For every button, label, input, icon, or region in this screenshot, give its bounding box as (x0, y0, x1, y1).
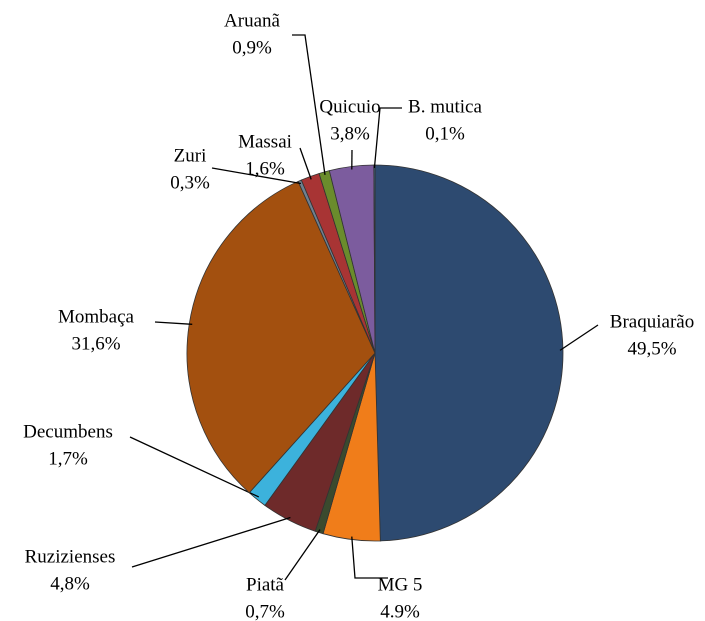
leader-line (154, 321, 193, 325)
leader-line (131, 516, 291, 568)
leader-line (129, 436, 260, 498)
slice-value-label: 1,6% (245, 158, 285, 179)
leader-line (559, 324, 599, 351)
slice-value-label: 1,7% (48, 448, 88, 469)
leader-line (211, 167, 302, 185)
leader-line (351, 536, 388, 579)
slice-label: Quicuio (319, 96, 380, 117)
slice-value-label: 49,5% (627, 338, 676, 359)
slice-value-label: 3,8% (330, 123, 370, 144)
slice-value-label: 0,1% (425, 123, 465, 144)
slice-value-label: 0,3% (170, 172, 210, 193)
slice-value-label: 31,6% (71, 333, 120, 354)
slice-label: Massai (238, 131, 292, 152)
slice-label: Mombaça (58, 306, 135, 327)
slice-label: Zuri (174, 145, 207, 166)
slice-value-label: 0,7% (245, 601, 285, 621)
slice-label: MG 5 (378, 574, 423, 595)
slice-value-label: 0,9% (232, 37, 272, 58)
leader-line (292, 34, 326, 175)
slice-label: Aruanã (224, 10, 280, 31)
slice-label: Braquiarão (610, 311, 694, 332)
slice-label: Piatã (246, 574, 285, 595)
pie-slice (374, 164, 564, 542)
slice-label: Ruzizienses (25, 546, 116, 567)
leader-line (373, 107, 402, 169)
leader-line (284, 529, 321, 581)
slice-value-label: 4,8% (50, 573, 90, 594)
slice-label: Decumbens (23, 421, 113, 442)
slice-value-label: 4.9% (380, 601, 420, 621)
leader-line (299, 147, 312, 180)
slice-label: B. mutica (408, 96, 482, 117)
